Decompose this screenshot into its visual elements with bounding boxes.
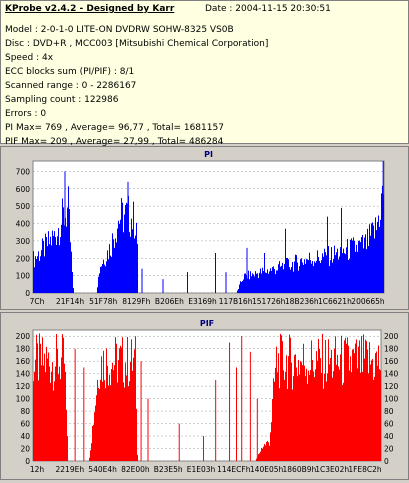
y-tick-label-right: 20	[384, 445, 394, 454]
x-tick-label: 140E05h	[250, 465, 284, 474]
y-tick-label-right: 80	[384, 407, 394, 416]
y-tick-label-right: 40	[384, 432, 394, 441]
x-tick-label: B23E5h	[154, 465, 183, 474]
scan-date: Date : 2004-11-15 20:30:51	[205, 4, 331, 14]
y-tick-label-right: 180	[384, 345, 399, 354]
x-tick-label: 1860B9h	[283, 465, 317, 474]
pi-bars	[33, 161, 384, 293]
y-tick-label-right: 160	[384, 357, 399, 366]
x-tick-label: 200665h	[351, 297, 385, 306]
y-tick-label: 100	[16, 272, 31, 281]
disc-line: Disc : DVD+R , MCC003 [Mitsubishi Chemic…	[5, 39, 269, 49]
pi-chart: PI 0 100 200 300 400 500 600 700 7Ch 21F14h 51F78h 8…	[16, 150, 385, 306]
x-tick-label: 82E00h	[121, 465, 150, 474]
x-tick-label: 1FE8C2h	[348, 465, 382, 474]
y-tick-label: 140	[16, 370, 31, 379]
x-tick-label: 151726h	[252, 297, 286, 306]
x-tick-label: 2219Eh	[56, 465, 85, 474]
x-tick-label: 1C6621h	[318, 297, 352, 306]
pif-chart: PIF 0 0 20 20 40 40 60 60 80 80 100 100 120 120 140 140 1…	[16, 319, 399, 474]
y-tick-label: 60	[20, 420, 30, 429]
pif-summary-line: PIF Max= 209 , Average= 27,99 , Total= 4…	[5, 137, 224, 147]
chart-title: PI	[204, 150, 213, 159]
x-tick-label: E3169h	[188, 297, 217, 306]
y-tick-label: 100	[16, 395, 31, 404]
x-tick-label: 8129Fh	[122, 297, 150, 306]
x-tick-label: 51F78h	[89, 297, 117, 306]
y-tick-label: 120	[16, 382, 31, 391]
y-tick-label-right: 100	[384, 395, 399, 404]
pif-bars	[33, 333, 381, 461]
pi-summary-line: PI Max= 769 , Average= 96,77 , Total= 16…	[5, 123, 224, 133]
y-tick-label: 400	[16, 220, 31, 229]
x-tick-label: 1C3E02h	[315, 465, 349, 474]
y-tick-label-right: 0	[384, 457, 389, 466]
errors-line: Errors : 0	[5, 109, 47, 119]
y-tick-label-right: 120	[384, 382, 399, 391]
disc-info-panel: KProbe v2.4.2 - Designed by Karr Date : …	[0, 0, 409, 147]
sampling-line: Sampling count : 122986	[5, 95, 119, 105]
x-tick-label: E1E03h	[187, 465, 216, 474]
chart-title: PIF	[200, 319, 214, 328]
y-tick-label: 20	[20, 445, 30, 454]
y-tick-label-right: 200	[384, 332, 399, 341]
pif-chart-panel: PIF 0 0 20 20 40 40 60 60 80 80 100 100 120 120 140 140 1…	[0, 312, 409, 480]
range-line: Scanned range : 0 - 2286167	[5, 81, 137, 91]
x-tick-label: 21F14h	[56, 297, 84, 306]
y-tick-label-right: 60	[384, 420, 394, 429]
y-tick-label: 80	[20, 407, 30, 416]
y-tick-label: 500	[16, 202, 31, 211]
y-tick-label: 700	[16, 167, 31, 176]
y-tick-label: 160	[16, 357, 31, 366]
x-tick-label: 114ECFh	[217, 465, 251, 474]
y-tick-label: 180	[16, 345, 31, 354]
app-title: KProbe v2.4.2 - Designed by Karr	[5, 4, 175, 14]
x-tick-label: 18B236h	[285, 297, 319, 306]
ecc-line: ECC blocks sum (PI/PIF) : 8/1	[5, 67, 135, 77]
y-tick-label-right: 140	[384, 370, 399, 379]
x-tick-label: 117B16h	[219, 297, 253, 306]
y-tick-label: 300	[16, 237, 31, 246]
y-tick-label: 600	[16, 185, 31, 194]
x-tick-label: 12h	[30, 465, 45, 474]
x-tick-label: 540E4h	[88, 465, 117, 474]
y-tick-label: 0	[25, 457, 30, 466]
x-tick-label: 7Ch	[30, 297, 45, 306]
pi-chart-panel: PI 0 100 200 300 400 500 600 700 7Ch 21F14h 51F78h 8…	[0, 146, 409, 310]
model-line: Model : 2-0-1-0 LITE-ON DVDRW SOHW-8325 …	[5, 25, 234, 35]
y-tick-label: 40	[20, 432, 30, 441]
x-tick-label: B206Eh	[155, 297, 184, 306]
y-tick-label: 0	[25, 289, 30, 298]
speed-line: Speed : 4x	[5, 53, 54, 63]
y-tick-label: 200	[16, 254, 31, 263]
y-tick-label: 200	[16, 332, 31, 341]
